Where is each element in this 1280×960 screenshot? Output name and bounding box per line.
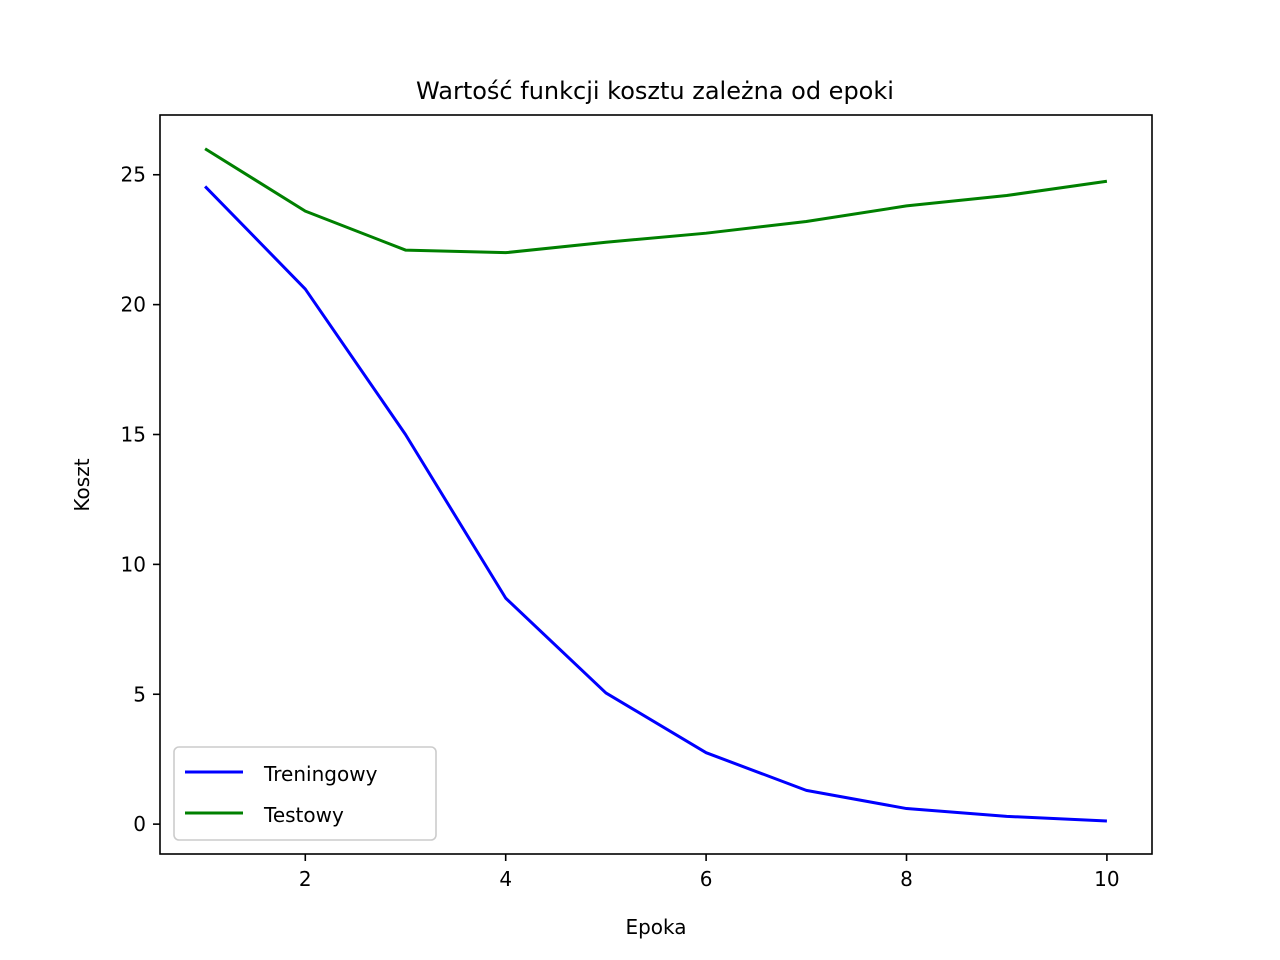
y-tick-label: 0 [133, 812, 146, 836]
y-tick-label: 20 [121, 293, 146, 317]
x-tick-label: 8 [900, 867, 913, 891]
legend-label-treningowy: Treningowy [263, 762, 378, 786]
y-axis-label: Koszt [70, 458, 94, 511]
x-tick-label: 4 [499, 867, 512, 891]
y-axis-ticks: 0 5 10 15 20 25 [121, 163, 160, 836]
y-tick-label: 25 [121, 163, 146, 187]
legend: Treningowy Testowy [173, 746, 437, 841]
x-tick-label: 6 [700, 867, 713, 891]
x-axis-label: Epoka [625, 915, 686, 939]
x-tick-label: 2 [299, 867, 312, 891]
legend-box [173, 746, 437, 841]
series-layer [204, 147, 1108, 823]
series-line-testowy [204, 147, 1108, 255]
y-tick-label: 10 [121, 552, 146, 576]
chart-title: Wartość funkcji kosztu zależna od epoki [416, 77, 894, 105]
x-axis-ticks: 2 4 6 8 10 [299, 854, 1120, 891]
legend-label-testowy: Testowy [263, 803, 344, 827]
series-line-treningowy [204, 185, 1107, 823]
y-tick-label: 15 [121, 422, 146, 446]
plot-area [160, 115, 1152, 854]
y-tick-label: 5 [133, 682, 146, 706]
x-tick-label: 10 [1094, 867, 1119, 891]
plot-frame [159, 114, 1153, 855]
